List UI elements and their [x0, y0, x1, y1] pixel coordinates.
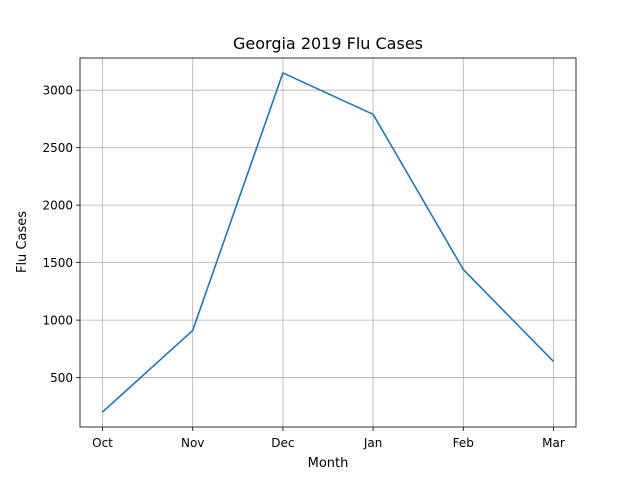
y-tick-label: 2500 — [42, 141, 73, 155]
series-layer — [101, 72, 555, 413]
series-line — [101, 72, 555, 413]
tick-layer: Oct Nov Dec Jan Feb Mar 500 1000 1500 2000 2500 300… — [42, 84, 564, 450]
x-tick-label: Jan — [363, 436, 383, 450]
y-tick-label: 1500 — [42, 256, 73, 270]
y-axis-label: Flu Cases — [15, 211, 30, 273]
x-tick-label: Nov — [181, 436, 204, 450]
y-tick-label: 2000 — [42, 199, 73, 213]
plot-frame — [79, 57, 577, 428]
y-tick-label: 500 — [50, 371, 73, 385]
grid-layer — [80, 58, 576, 427]
y-tick-label: 1000 — [42, 314, 73, 328]
chart-title: Georgia 2019 Flu Cases — [233, 34, 423, 53]
x-tick-label: Feb — [453, 436, 474, 450]
x-tick-label: Dec — [271, 436, 294, 450]
x-tick-label: Oct — [92, 436, 113, 450]
y-tick-label: 3000 — [42, 84, 73, 98]
x-axis-label: Month — [308, 456, 349, 471]
x-tick-label: Mar — [542, 436, 565, 450]
